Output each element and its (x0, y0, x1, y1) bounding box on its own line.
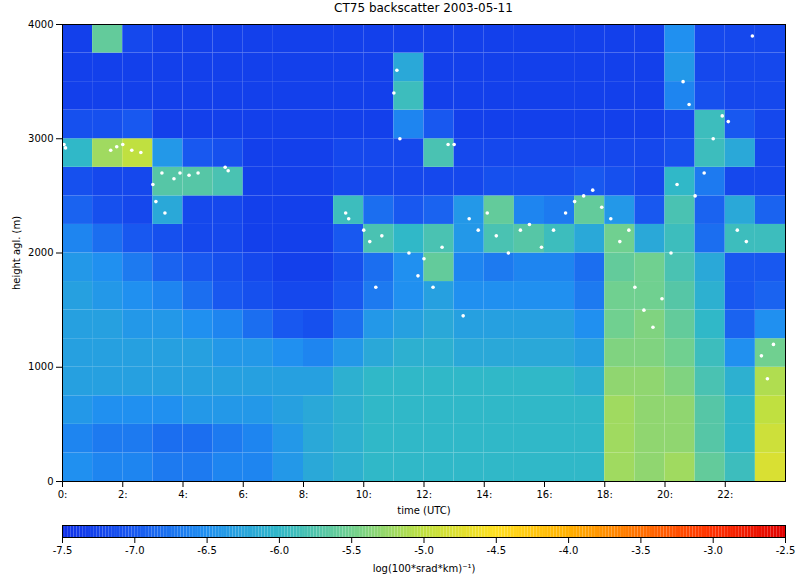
svg-text:0:: 0: (58, 489, 68, 500)
svg-text:log(100*srad*km)⁻¹): log(100*srad*km)⁻¹) (373, 563, 476, 574)
svg-text:-4.5: -4.5 (487, 545, 507, 556)
svg-text:4000: 4000 (28, 19, 53, 30)
svg-text:4:: 4: (178, 489, 188, 500)
svg-text:-3.5: -3.5 (631, 545, 651, 556)
svg-text:8:: 8: (299, 489, 309, 500)
svg-text:-5.0: -5.0 (414, 545, 434, 556)
svg-text:22:: 22: (717, 489, 733, 500)
svg-text:0: 0 (47, 476, 53, 487)
svg-text:-2.5: -2.5 (776, 545, 796, 556)
svg-text:time (UTC): time (UTC) (397, 505, 450, 516)
svg-text:-6.0: -6.0 (270, 545, 290, 556)
svg-text:-3.0: -3.0 (703, 545, 723, 556)
svg-text:-5.5: -5.5 (342, 545, 362, 556)
svg-text:14:: 14: (476, 489, 492, 500)
svg-text:18:: 18: (597, 489, 613, 500)
svg-text:-7.5: -7.5 (53, 545, 73, 556)
svg-text:2000: 2000 (28, 247, 53, 258)
svg-text:6:: 6: (238, 489, 248, 500)
svg-text:-4.0: -4.0 (559, 545, 579, 556)
svg-text:10:: 10: (356, 489, 372, 500)
svg-text:-7.0: -7.0 (125, 545, 145, 556)
svg-text:2:: 2: (118, 489, 128, 500)
svg-text:3000: 3000 (28, 133, 53, 144)
svg-text:16:: 16: (536, 489, 552, 500)
svg-text:12:: 12: (416, 489, 432, 500)
svg-text:-6.5: -6.5 (197, 545, 217, 556)
svg-text:20:: 20: (657, 489, 673, 500)
html-text:CT75 backscatter 2003-05-11: CT75 backscatter 2003-05-11 (334, 1, 513, 15)
svg-text:height agl. (m): height agl. (m) (11, 216, 22, 290)
svg-text:1000: 1000 (28, 361, 53, 372)
